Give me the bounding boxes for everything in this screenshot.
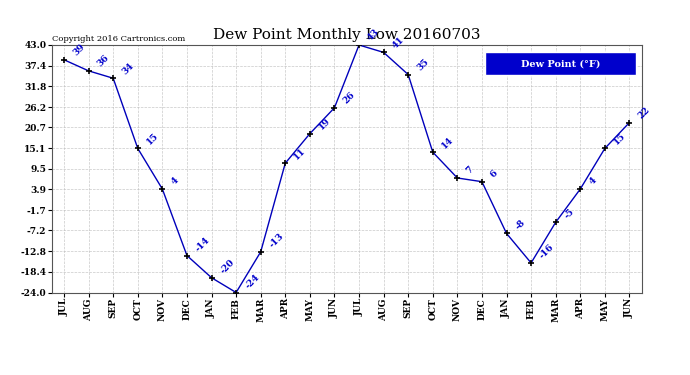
Text: 39: 39 [71,42,86,58]
Text: 15: 15 [145,131,160,146]
Text: Copyright 2016 Cartronics.com: Copyright 2016 Cartronics.com [52,34,185,42]
Text: 11: 11 [293,146,308,161]
Text: 41: 41 [391,35,406,50]
Text: 14: 14 [440,135,455,150]
Text: 19: 19 [317,116,332,132]
Text: 7: 7 [464,165,475,176]
Text: 26: 26 [342,90,357,106]
Text: 35: 35 [415,57,431,72]
Text: 4: 4 [169,176,180,187]
Text: 36: 36 [96,53,111,69]
Text: -16: -16 [538,243,556,261]
Text: -14: -14 [194,236,212,254]
Text: 4: 4 [587,176,598,187]
Title: Dew Point Monthly Low 20160703: Dew Point Monthly Low 20160703 [213,28,480,42]
Text: 6: 6 [489,169,500,180]
Text: 34: 34 [120,61,135,76]
Text: 43: 43 [366,27,382,43]
Text: 15: 15 [612,131,627,146]
Text: -5: -5 [562,207,576,220]
Text: -24: -24 [243,273,261,290]
Text: -8: -8 [513,218,527,231]
Text: -20: -20 [219,258,236,276]
FancyBboxPatch shape [485,53,635,75]
Text: 22: 22 [636,105,651,120]
Text: -13: -13 [268,232,286,250]
Text: Dew Point (°F): Dew Point (°F) [521,59,600,68]
